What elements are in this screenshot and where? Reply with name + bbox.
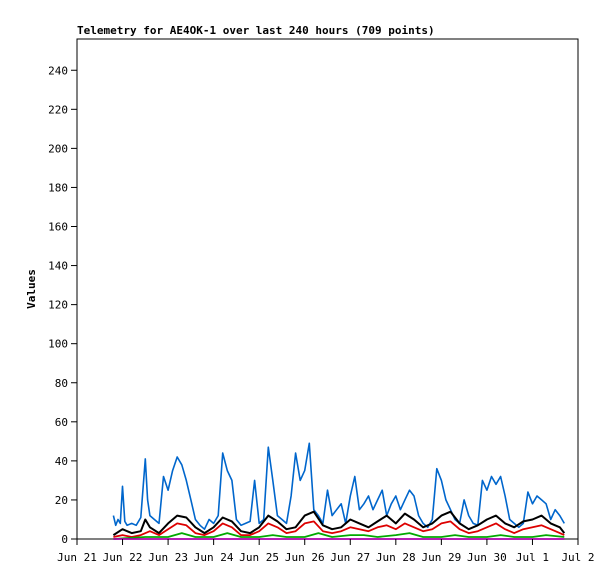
plot-area	[76, 38, 579, 540]
y-tick-label: 80	[55, 377, 68, 390]
y-tick-label: 240	[48, 64, 68, 77]
x-tick-label: Jun 21	[57, 551, 97, 564]
y-axis-label: Values	[25, 269, 38, 309]
series-line-0	[112, 442, 565, 531]
y-tick-label: 20	[55, 494, 68, 507]
chart-title: Telemetry for AE4OK-1 over last 240 hour…	[77, 24, 435, 37]
x-tick-label: Jul 2	[561, 551, 594, 564]
y-axis: 0 20 40 60 80 100 120 140 160 180 200 220 240	[48, 64, 77, 546]
x-axis: Jun 21 Jun 22 Jun 23 Jun 24 Jun 25 Jun 26 Jun …	[57, 539, 595, 564]
x-tick-label: Jun 22	[103, 551, 143, 564]
y-tick-label: 220	[48, 103, 68, 116]
series-line-3	[113, 532, 565, 540]
x-tick-label: Jun 23	[148, 551, 188, 564]
x-tick-label: Jun 25	[239, 551, 279, 564]
x-tick-label: Jun 28	[376, 551, 416, 564]
x-tick-label: Jun 27	[330, 551, 370, 564]
x-tick-label: Jun 24	[194, 551, 234, 564]
x-tick-label: Jun 26	[285, 551, 325, 564]
x-tick-label: Jul 1	[516, 551, 549, 564]
y-tick-label: 120	[48, 299, 68, 312]
series-layer	[112, 442, 566, 540]
series-line-2	[113, 520, 565, 538]
x-tick-label: Jun 29	[421, 551, 461, 564]
y-tick-label: 40	[55, 455, 68, 468]
y-tick-label: 140	[48, 260, 68, 273]
y-tick-label: 60	[55, 416, 68, 429]
y-tick-label: 160	[48, 221, 68, 234]
y-tick-label: 100	[48, 338, 68, 351]
y-tick-label: 0	[61, 533, 68, 546]
y-tick-label: 200	[48, 142, 68, 155]
y-tick-label: 180	[48, 181, 68, 194]
x-tick-label: Jun 30	[467, 551, 507, 564]
series-line-1	[112, 510, 566, 536]
